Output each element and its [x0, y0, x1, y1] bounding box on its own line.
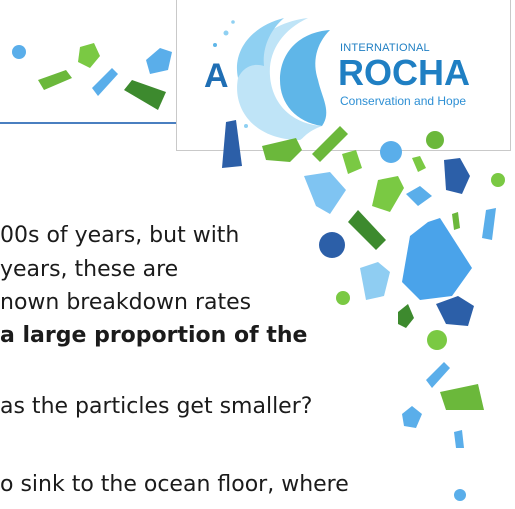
- fragment-circle-icon: [427, 330, 447, 350]
- fragment-icon: [348, 210, 386, 250]
- logo-tagline: Conservation and Hope: [340, 94, 467, 108]
- fragment-icon: [398, 304, 414, 328]
- fragment-icon: [312, 126, 348, 162]
- title-underline: [0, 122, 176, 124]
- fragment-circle-icon: [426, 131, 444, 149]
- fragment-icon: [92, 68, 118, 96]
- fragment-circle-icon: [454, 489, 466, 501]
- fragment-icon: [402, 406, 422, 428]
- fragment-icon: [436, 296, 474, 326]
- fragment-icon: [124, 80, 166, 110]
- fragment-icon: [342, 150, 362, 174]
- fragment-icon: [412, 156, 426, 172]
- fragment-icon: [38, 70, 72, 90]
- fragment-icon: [444, 158, 470, 194]
- body-line-2: years, these are: [0, 257, 179, 282]
- body-line-4-emphasis: a large proportion of the: [0, 323, 308, 348]
- logo-letter: A: [204, 57, 229, 95]
- fragment-icon: [262, 138, 302, 162]
- body-line-6: o sink to the ocean floor, where: [0, 472, 349, 497]
- fragment-icon: [426, 362, 450, 388]
- logo-rocha-text: ROCHA: [338, 52, 470, 93]
- fragment-circle-icon: [380, 141, 402, 163]
- body-line-1: 00s of years, but with: [0, 223, 240, 248]
- fragment-icon: [406, 186, 432, 206]
- fragment-circle-icon: [12, 45, 26, 59]
- fragment-circle-icon: [336, 291, 350, 305]
- fragment-icon: [452, 212, 460, 230]
- fragment-icon: [440, 384, 484, 410]
- fragment-icon: [222, 120, 242, 168]
- fragment-icon: [482, 208, 496, 240]
- fragment-circle-icon: [491, 173, 505, 187]
- logo-international-text: INTERNATIONAL: [340, 42, 430, 54]
- fragment-circle-icon: [319, 232, 345, 258]
- fragment-icon: [372, 176, 404, 212]
- fragment-icon: [360, 262, 390, 300]
- fragment-icon: [304, 172, 346, 214]
- body-line-5: as the particles get smaller?: [0, 394, 313, 419]
- fragment-icon: [78, 43, 100, 68]
- fragment-icon: [402, 218, 472, 300]
- fragment-icon: [454, 430, 464, 448]
- body-line-3: nown breakdown rates: [0, 290, 252, 315]
- fragment-icon: [146, 48, 172, 74]
